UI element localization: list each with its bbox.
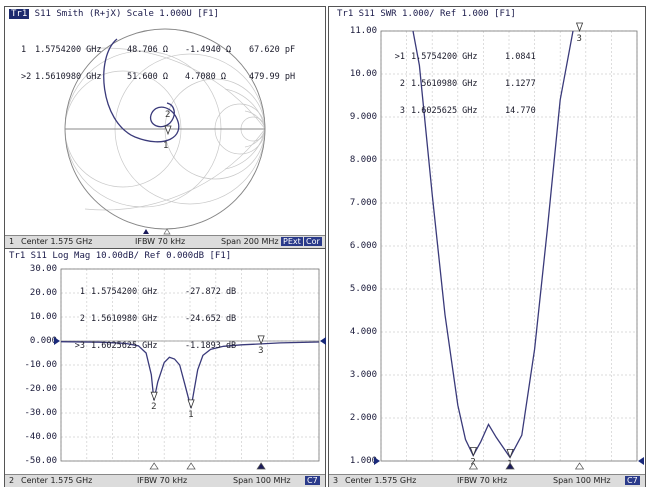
smith-marker-table: 1 1.5754200 GHz 48.706 Ω -1.4940 Ω 67.620 pF… bbox=[21, 28, 295, 100]
logmag-marker-row: 2 1.5610980 GHz -24.652 dB bbox=[79, 314, 237, 324]
stim-marker-1 bbox=[505, 462, 515, 470]
smith-marker-2-label: 2 bbox=[165, 110, 170, 120]
logmag-ytick: 20.00 bbox=[29, 288, 57, 298]
marker-3-triangle bbox=[257, 335, 265, 345]
marker-3-label: 3 bbox=[258, 346, 263, 356]
smith-header-text: S11 Smith (R+jX) Scale 1.000U [F1] bbox=[29, 9, 219, 19]
trace-line bbox=[412, 30, 574, 459]
ref-arrow-right bbox=[638, 457, 644, 465]
ref-arrow-left bbox=[54, 337, 60, 345]
swr-ytick: 9.000 bbox=[349, 112, 377, 122]
trace-line bbox=[60, 341, 320, 409]
swr-marker-table: >1 1.5754200 GHz 1.0841 2 1.5610980 GHz 1.12… bbox=[387, 35, 536, 134]
ifbw: IFBW 70 kHz bbox=[137, 476, 188, 485]
smith-trace bbox=[103, 38, 180, 143]
swr-ytick: 5.000 bbox=[349, 284, 377, 294]
smith-chart: 1 2 bbox=[64, 28, 266, 235]
span: Span 100 MHz bbox=[553, 476, 611, 485]
center-freq: Center 1.575 GHz bbox=[21, 476, 93, 485]
marker-2-triangle bbox=[469, 447, 477, 457]
swr-header: Tr1 S11 SWR 1.000/ Ref 1.000 [F1] bbox=[337, 9, 516, 19]
logmag-marker-table: 1 1.5754200 GHz -27.872 dB 2 1.5610980 GHz -… bbox=[67, 270, 236, 369]
marker-2-label: 2 bbox=[151, 402, 156, 412]
swr-status-bar: 3 Center 1.575 GHz IFBW 70 kHz Span 100 … bbox=[329, 474, 645, 487]
marker-3-label: 3 bbox=[577, 34, 582, 44]
logmag-ytick: -30.00 bbox=[24, 408, 57, 418]
smith-marker-row: >2 1.5610980 GHz 51.600 Ω 4.7080 Ω 479.99 pH bbox=[21, 72, 296, 82]
c7-indicator[interactable]: C7 bbox=[625, 476, 640, 485]
swr-ytick: 2.000 bbox=[349, 413, 377, 423]
swr-marker-row: >1 1.5754200 GHz 1.0841 bbox=[394, 52, 536, 62]
swr-ytick: 11.00 bbox=[349, 26, 377, 36]
stim-marker-2 bbox=[149, 462, 159, 470]
channel-number: 1 bbox=[9, 237, 15, 246]
logmag-ytick: -20.00 bbox=[24, 384, 57, 394]
swr-marker-row: 2 1.5610980 GHz 1.1277 bbox=[399, 79, 536, 89]
swr-ytick: 8.000 bbox=[349, 155, 377, 165]
smith-status-bar: 1 Center 1.575 GHz IFBW 70 kHz Span 200 … bbox=[5, 235, 325, 248]
smith-chart-pane[interactable]: Tr1 S11 Smith (R+jX) Scale 1.000U [F1] bbox=[4, 6, 326, 248]
logmag-pane[interactable]: Tr1 S11 Log Mag 10.00dB/ Ref 0.000dB [F1… bbox=[4, 248, 326, 487]
channel-number: 3 bbox=[333, 476, 339, 485]
logmag-ytick: 30.00 bbox=[29, 264, 57, 274]
pext-indicator[interactable]: PExt bbox=[281, 237, 303, 246]
swr-plot: 123 bbox=[374, 22, 644, 470]
logmag-ytick: -10.00 bbox=[24, 360, 57, 370]
logmag-ytick: -40.00 bbox=[24, 432, 57, 442]
logmag-marker-row: 1 1.5754200 GHz -27.872 dB bbox=[79, 287, 237, 297]
marker-2-label: 2 bbox=[470, 458, 475, 468]
marker-1-triangle bbox=[187, 399, 195, 410]
stim-marker-a bbox=[143, 229, 149, 234]
swr-ytick: 4.000 bbox=[349, 327, 377, 337]
marker-2-triangle bbox=[150, 391, 158, 402]
smith-marker-1-label: 1 bbox=[163, 141, 168, 151]
swr-ytick: 10.00 bbox=[349, 69, 377, 79]
logmag-ytick: 10.00 bbox=[29, 312, 57, 322]
stim-marker-2 bbox=[468, 462, 479, 470]
swr-pane[interactable]: Tr1 S11 SWR 1.000/ Ref 1.000 [F1] 11.00 … bbox=[328, 6, 646, 487]
marker-3-triangle bbox=[575, 22, 584, 33]
c7-indicator[interactable]: C7 bbox=[305, 476, 320, 485]
smith-marker-1 bbox=[164, 125, 172, 136]
swr-ytick: 7.000 bbox=[349, 198, 377, 208]
logmag-marker-row: >3 1.6025625 GHz -1.1893 dB bbox=[74, 341, 237, 351]
marker-1-triangle bbox=[506, 448, 514, 459]
logmag-status-bar: 2 Center 1.575 GHz IFBW 70 kHz Span 100 … bbox=[5, 474, 325, 487]
swr-ytick: 6.000 bbox=[349, 241, 377, 251]
smith-marker-row: 1 1.5754200 GHz 48.706 Ω -1.4940 Ω 67.620 pF bbox=[21, 45, 296, 55]
ref-arrow-right bbox=[320, 337, 326, 345]
swr-ytick: 1.000 bbox=[349, 456, 377, 466]
span: Span 100 MHz bbox=[233, 476, 291, 485]
channel-number: 2 bbox=[9, 476, 15, 485]
center-freq: Center 1.575 GHz bbox=[345, 476, 417, 485]
cor-indicator[interactable]: Cor bbox=[304, 237, 322, 246]
stim-marker-3 bbox=[256, 462, 266, 470]
marker-1-label: 1 bbox=[188, 410, 193, 420]
swr-ytick: 3.000 bbox=[349, 370, 377, 380]
center-freq: Center 1.575 GHz bbox=[21, 237, 93, 246]
stim-marker-b bbox=[163, 228, 171, 235]
smith-header: Tr1 S11 Smith (R+jX) Scale 1.000U [F1] bbox=[9, 9, 219, 19]
trace-badge: Tr1 bbox=[9, 9, 30, 19]
plot-frame bbox=[60, 268, 320, 462]
ifbw: IFBW 70 kHz bbox=[457, 476, 508, 485]
swr-marker-row: 3 1.6025625 GHz 14.770 bbox=[399, 106, 536, 116]
logmag-header: Tr1 S11 Log Mag 10.00dB/ Ref 0.000dB [F1… bbox=[9, 251, 232, 261]
logmag-plot: 1 2 3 bbox=[54, 268, 326, 470]
ref-arrow-left bbox=[374, 457, 380, 465]
stim-marker-3 bbox=[574, 462, 585, 470]
ifbw: IFBW 70 kHz bbox=[135, 237, 186, 246]
logmag-ytick: -50.00 bbox=[24, 456, 57, 466]
span: Span 200 MHz bbox=[221, 237, 279, 246]
logmag-ytick: 0.000 bbox=[29, 336, 57, 346]
stim-marker-1 bbox=[186, 462, 196, 470]
